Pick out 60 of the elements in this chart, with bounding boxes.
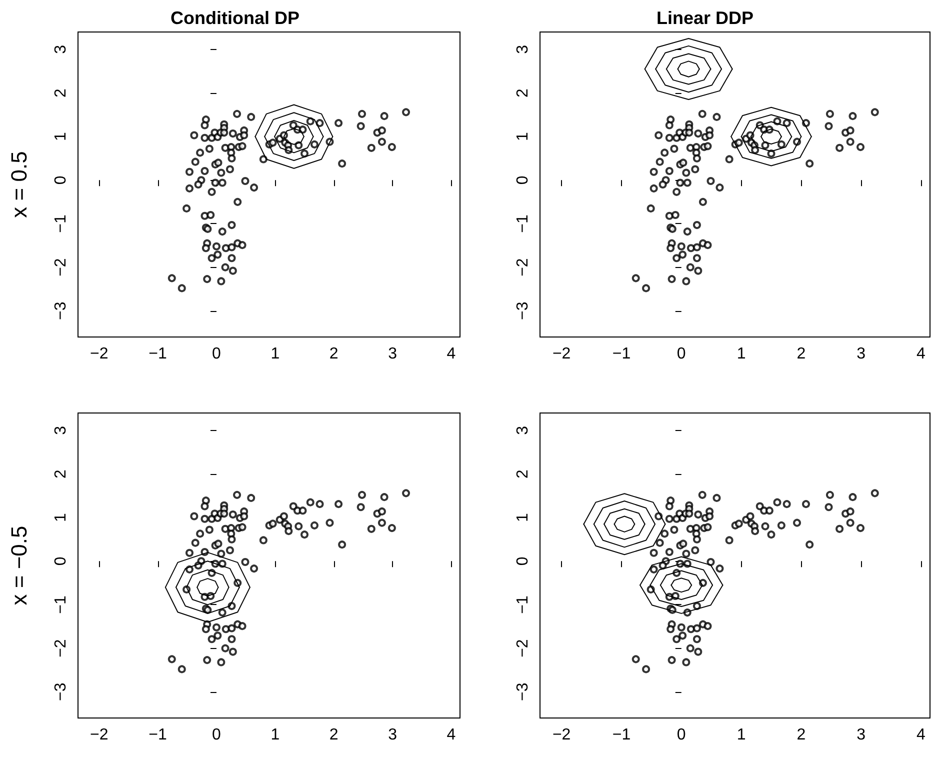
x-tick-label: −1 [612, 726, 631, 744]
y-tick-label: 0 [52, 176, 70, 185]
x-tick-label: 3 [388, 346, 398, 362]
x-tick-label: 4 [916, 346, 926, 362]
x-tick-label: 4 [916, 726, 926, 744]
x-tick-label: 0 [676, 346, 686, 362]
x-tick-label: 0 [212, 726, 222, 744]
x-tick-label: 2 [329, 346, 338, 362]
y-tick-label: −1 [514, 595, 532, 614]
y-tick-label: 2 [514, 88, 532, 98]
x-tick-label: 4 [446, 726, 456, 744]
y-tick-label: −1 [52, 595, 70, 614]
y-tick-label: −2 [52, 258, 70, 276]
y-tick-label: 2 [514, 469, 532, 478]
y-tick-label: −3 [52, 302, 70, 320]
y-axis-title: x = −0.5 [6, 526, 32, 606]
x-tick-label: 2 [329, 726, 338, 744]
y-tick-label: −2 [514, 639, 532, 658]
y-tick-label: 1 [514, 132, 532, 142]
x-tick-label: 4 [446, 346, 456, 362]
x-tick-label: −1 [148, 346, 168, 362]
x-tick-label: 0 [676, 726, 686, 744]
y-tick-label: 0 [52, 556, 70, 566]
x-tick-label: 3 [856, 346, 866, 362]
x-tick-label: 2 [796, 346, 806, 362]
x-tick-label: 2 [796, 726, 806, 744]
y-tick-label: 1 [52, 132, 70, 142]
chart-title: Conditional DP [170, 8, 300, 28]
x-tick-label: −2 [90, 726, 108, 744]
y-tick-label: 3 [514, 44, 532, 54]
y-tick-label: 2 [52, 469, 70, 478]
y-tick-label: 3 [514, 426, 532, 435]
chart-title: Linear DDP [656, 8, 754, 28]
y-tick-label: 0 [514, 176, 532, 185]
x-tick-label: 1 [270, 726, 280, 744]
y-tick-label: 3 [52, 426, 70, 435]
x-tick-label: 3 [388, 726, 398, 744]
x-tick-label: −1 [612, 346, 631, 362]
x-tick-label: −2 [552, 726, 571, 744]
x-tick-label: 0 [212, 346, 222, 362]
y-tick-label: −1 [52, 214, 70, 233]
y-tick-label: −2 [52, 639, 70, 658]
x-tick-label: 1 [270, 346, 280, 362]
y-tick-label: 1 [514, 513, 532, 522]
x-tick-label: −2 [90, 346, 108, 362]
y-tick-label: 0 [514, 556, 532, 566]
x-tick-label: −1 [148, 726, 168, 744]
x-tick-label: 3 [856, 726, 866, 744]
y-tick-label: −1 [514, 214, 532, 233]
y-axis-title: x = 0.5 [6, 151, 32, 218]
y-tick-label: −3 [52, 682, 70, 701]
y-tick-label: 1 [52, 513, 70, 522]
y-tick-label: −3 [514, 682, 532, 701]
x-tick-label: 1 [736, 346, 746, 362]
y-tick-label: 3 [52, 44, 70, 54]
y-tick-label: 2 [52, 88, 70, 98]
y-tick-label: −3 [514, 302, 532, 320]
y-tick-label: −2 [514, 258, 532, 276]
x-tick-label: −2 [552, 346, 571, 362]
x-tick-label: 1 [736, 726, 746, 744]
